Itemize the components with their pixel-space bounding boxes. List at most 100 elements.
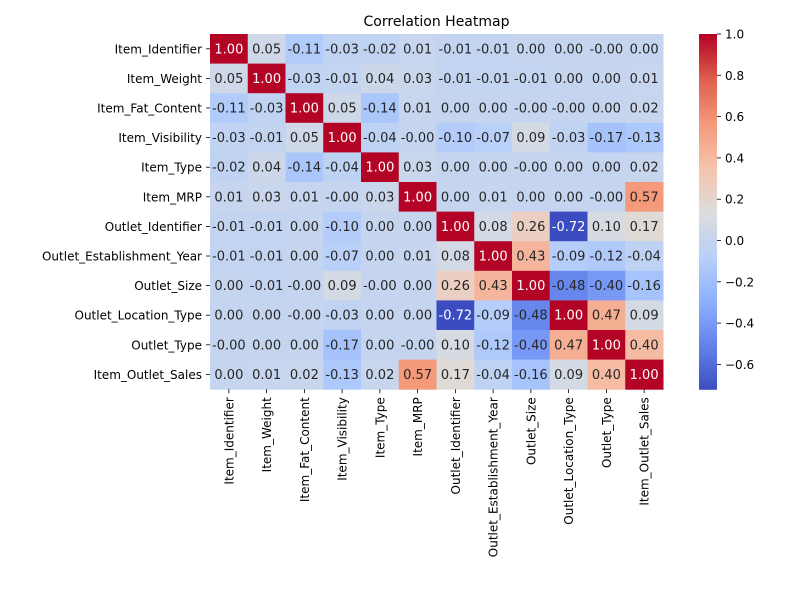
heatmap-cell <box>210 93 249 124</box>
heatmap-cell <box>210 241 249 272</box>
colorbar-segment <box>699 131 717 136</box>
heatmap-cell <box>625 93 664 124</box>
colorbar-segment <box>699 48 717 53</box>
heatmap-cell-label: 0.04 <box>252 161 281 176</box>
heatmap-cell-label: 0.00 <box>441 190 470 205</box>
heatmap-cell <box>285 330 324 361</box>
colorbar-segment <box>699 264 717 269</box>
heatmap-cell-label: -0.12 <box>590 250 624 265</box>
heatmap-cell <box>285 122 324 153</box>
heatmap-cell <box>587 152 626 183</box>
heatmap-cell-label: 0.00 <box>252 338 281 353</box>
heatmap-cell-label: 0.09 <box>328 279 357 294</box>
heatmap-cell <box>323 330 362 361</box>
y-tick-label: Outlet_Location_Type <box>75 309 203 323</box>
heatmap-cell <box>625 241 664 272</box>
heatmap-cell-label: 0.03 <box>252 190 281 205</box>
colorbar-segment <box>699 232 717 236</box>
colorbar-segment <box>699 140 717 145</box>
heatmap-cell <box>398 270 437 301</box>
heatmap-cell <box>549 34 588 65</box>
heatmap-cell <box>398 241 437 272</box>
colorbar-segment <box>699 347 717 352</box>
heatmap-cell-label: 0.03 <box>403 72 432 87</box>
heatmap-cell-label: -0.02 <box>363 42 397 57</box>
heatmap-cell-label: 0.09 <box>516 131 545 146</box>
colorbar-segment <box>699 105 717 109</box>
colorbar-segment <box>699 45 717 50</box>
heatmap-cell <box>285 34 324 65</box>
heatmap-cell-label: -0.17 <box>590 131 624 146</box>
heatmap-cell-label: 0.10 <box>592 220 621 235</box>
colorbar-segment <box>699 279 717 284</box>
y-tick-label: Outlet_Establishment_Year <box>42 250 202 264</box>
heatmap-cell-label: -0.00 <box>514 102 548 117</box>
heatmap-cell <box>474 122 513 153</box>
heatmap-cell <box>549 211 588 242</box>
colorbar-segment <box>699 380 717 384</box>
heatmap-cell-label: 1.00 <box>403 190 432 205</box>
heatmap-cell <box>398 330 437 361</box>
heatmap-cell-label: -0.04 <box>325 161 359 176</box>
colorbar-segment <box>699 87 717 91</box>
colorbar-segment <box>699 60 717 65</box>
heatmap-cell <box>474 182 513 213</box>
heatmap-cell <box>210 63 249 94</box>
heatmap-cell <box>398 359 437 390</box>
heatmap-cell-label: 0.00 <box>554 72 583 87</box>
heatmap-cell-label: 0.03 <box>365 190 394 205</box>
heatmap-cell-label: -0.00 <box>401 338 435 353</box>
colorbar-segment <box>699 125 717 130</box>
heatmap-cell-label: -0.03 <box>325 42 359 57</box>
heatmap-cell <box>549 63 588 94</box>
heatmap-cell <box>512 63 551 94</box>
heatmap-cell-label: -0.04 <box>476 368 510 383</box>
heatmap-cell <box>285 270 324 301</box>
heatmap-cell-label: 0.00 <box>365 309 394 324</box>
heatmap-cell <box>587 270 626 301</box>
colorbar-segment <box>699 362 717 367</box>
heatmap-cell-label: 0.00 <box>403 279 432 294</box>
heatmap-cell-label: -0.00 <box>552 102 586 117</box>
colorbar-segment <box>699 110 717 115</box>
heatmap-cell-label: 0.00 <box>365 220 394 235</box>
x-tick-label: Outlet_Establishment_Year <box>487 397 501 557</box>
colorbar-segment <box>699 196 717 201</box>
heatmap-cell <box>285 182 324 213</box>
heatmap-cell <box>549 182 588 213</box>
heatmap-cell <box>625 330 664 361</box>
heatmap-cell-label: 0.00 <box>290 250 319 265</box>
colorbar-segment <box>699 353 717 358</box>
heatmap-cell <box>247 330 286 361</box>
x-tick-label: Outlet_Size <box>524 397 538 465</box>
colorbar-segment <box>699 170 717 174</box>
heatmap-cell <box>247 211 286 242</box>
heatmap-cell-label: 0.02 <box>365 368 394 383</box>
heatmap-cell <box>323 122 362 153</box>
colorbar-segment <box>699 69 717 74</box>
heatmap-cell-label: 1.00 <box>592 338 621 353</box>
heatmap-cell-label: -0.01 <box>439 42 473 57</box>
heatmap-cell-label: 0.00 <box>365 338 394 353</box>
x-tick-label: Outlet_Location_Type <box>562 397 576 525</box>
colorbar-segment <box>699 42 717 47</box>
heatmap-cell-label: -0.13 <box>325 368 359 383</box>
heatmap-cell <box>474 241 513 272</box>
heatmap-cell-label: -0.01 <box>439 72 473 87</box>
heatmap-cell-label: -0.00 <box>514 161 548 176</box>
heatmap-cell <box>512 300 551 331</box>
chart-title: Correlation Heatmap <box>364 14 510 30</box>
colorbar-segment <box>699 99 717 103</box>
heatmap-cell <box>549 359 588 390</box>
heatmap-cell-label: 0.00 <box>403 309 432 324</box>
colorbar-segment <box>699 93 717 97</box>
colorbar-segment <box>699 368 717 373</box>
colorbar-segment <box>699 108 717 112</box>
colorbar-segment <box>699 303 717 307</box>
heatmap-cell-label: 0.01 <box>252 368 281 383</box>
heatmap-cell <box>436 241 475 272</box>
y-tick-label: Item_Visibility <box>118 131 202 145</box>
heatmap-cell-label: 0.00 <box>365 250 394 265</box>
heatmap-cell-label: 0.01 <box>403 250 432 265</box>
colorbar-segment <box>699 332 717 337</box>
